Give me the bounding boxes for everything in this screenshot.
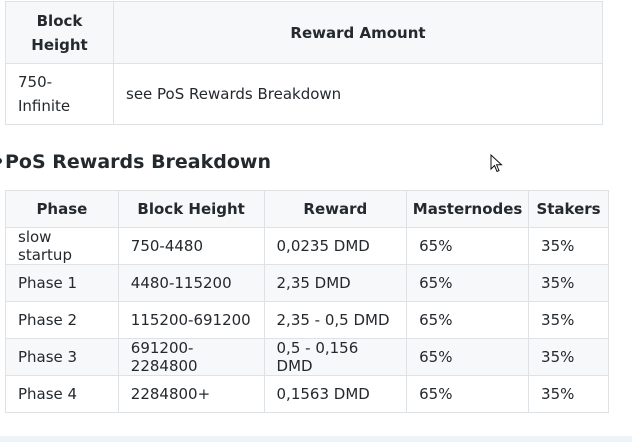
column-header-reward-amount: Reward Amount bbox=[113, 1, 603, 64]
table-row: Phase 2 115200-691200 2,35 - 0,5 DMD 65%… bbox=[5, 301, 609, 339]
table-cell: 65% bbox=[406, 338, 530, 376]
table-row: 750- Infinite see PoS Rewards Breakdown bbox=[5, 63, 603, 125]
cell-text: 750- Infinite bbox=[18, 73, 71, 115]
table-row: Phase 3 691200-2284800 0,5 - 0,156 DMD 6… bbox=[5, 338, 609, 376]
table-cell: 65% bbox=[406, 264, 530, 302]
section-anchor-icon bbox=[0, 158, 2, 164]
header-text: Reward Amount bbox=[290, 23, 426, 42]
table-cell: 750- Infinite bbox=[5, 63, 114, 125]
column-header-block-height: Block Height bbox=[5, 1, 114, 64]
table-cell: 691200-2284800 bbox=[117, 338, 265, 376]
table-cell: 4480-115200 bbox=[117, 264, 265, 302]
block-reward-table: Block Height Reward Amount 750- Infinite… bbox=[5, 1, 603, 125]
table-header-row: Phase Block Height Reward Masternodes St… bbox=[5, 190, 609, 228]
table-cell: 65% bbox=[406, 301, 530, 339]
table-cell: 35% bbox=[528, 264, 609, 302]
page-bottom-edge bbox=[0, 436, 632, 442]
table-cell: 0,5 - 0,156 DMD bbox=[263, 338, 408, 376]
column-header-reward: Reward bbox=[263, 190, 408, 228]
section-heading: PoS Rewards Breakdown bbox=[5, 151, 271, 173]
table-cell: 35% bbox=[528, 227, 609, 265]
table-cell: Phase 3 bbox=[5, 338, 119, 376]
table-cell: 35% bbox=[528, 375, 609, 413]
header-text: Block Height bbox=[31, 11, 88, 54]
table-cell: see PoS Rewards Breakdown bbox=[113, 63, 603, 125]
table-cell: 0,1563 DMD bbox=[263, 375, 408, 413]
table-cell: 2,35 DMD bbox=[263, 264, 408, 302]
table-row: Phase 4 2284800+ 0,1563 DMD 65% 35% bbox=[5, 375, 609, 413]
table-cell: 35% bbox=[528, 301, 609, 339]
table-cell: 65% bbox=[406, 227, 530, 265]
table-cell: 2,35 - 0,5 DMD bbox=[263, 301, 408, 339]
table-cell: 115200-691200 bbox=[117, 301, 265, 339]
table-cell: 65% bbox=[406, 375, 530, 413]
table-row: Phase 1 4480-115200 2,35 DMD 65% 35% bbox=[5, 264, 609, 302]
table-cell: Phase 1 bbox=[5, 264, 119, 302]
table-cell: Phase 4 bbox=[5, 375, 119, 413]
table-header-row: Block Height Reward Amount bbox=[5, 1, 603, 64]
cell-text: see PoS Rewards Breakdown bbox=[126, 85, 342, 103]
table-cell: 2284800+ bbox=[117, 375, 265, 413]
table-cell: 35% bbox=[528, 338, 609, 376]
column-header-masternodes: Masternodes bbox=[406, 190, 530, 228]
table-cell: slow startup bbox=[5, 227, 119, 265]
table-cell: 0,0235 DMD bbox=[263, 227, 408, 265]
column-header-block-height: Block Height bbox=[117, 190, 265, 228]
column-header-phase: Phase bbox=[5, 190, 119, 228]
pos-rewards-table: Phase Block Height Reward Masternodes St… bbox=[5, 190, 609, 413]
table-cell: Phase 2 bbox=[5, 301, 119, 339]
table-cell: 750-4480 bbox=[117, 227, 265, 265]
table-row: slow startup 750-4480 0,0235 DMD 65% 35% bbox=[5, 227, 609, 265]
mouse-pointer-icon bbox=[490, 154, 503, 173]
column-header-stakers: Stakers bbox=[528, 190, 609, 228]
